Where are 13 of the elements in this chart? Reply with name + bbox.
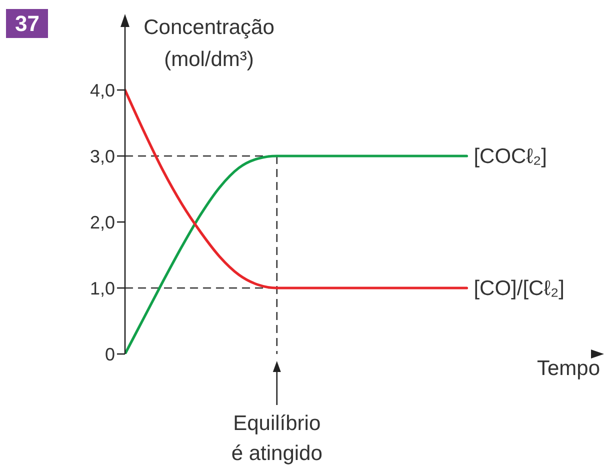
line-series [125,154,468,354]
y-tick-label: 2,0 [90,212,115,232]
series-label: [COCℓ₂] [474,145,548,168]
y-tick-label: 1,0 [90,278,115,298]
series-label: [CO]/[Cℓ₂] [474,277,565,300]
y-tick-label: 3,0 [90,146,115,166]
text: 37 [6,9,48,38]
x-axis-title: Tempo [536,357,600,381]
text: Equilíbrio é atingido [231,412,322,465]
y-axis-title: Concentração (mol/dm³) [142,15,276,73]
y-tick-label: 0 [104,344,115,364]
line-series [125,88,468,290]
y-tick-label: 4,0 [90,80,115,100]
